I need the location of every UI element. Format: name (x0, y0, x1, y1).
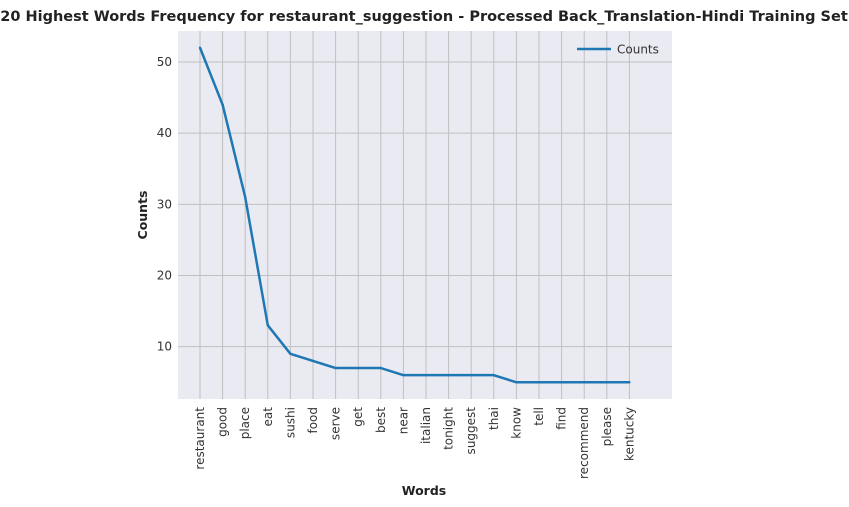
y-tick-label: 50 (157, 55, 172, 69)
data-point (447, 373, 450, 377)
x-tick-label: thai (487, 407, 501, 430)
x-tick-label: food (306, 407, 320, 434)
x-tick-label: kentucky (622, 407, 636, 461)
data-point (198, 46, 202, 49)
x-tick-label: suggest (464, 407, 478, 455)
series-line (198, 47, 630, 384)
data-point (402, 373, 405, 377)
data-point (266, 324, 269, 327)
x-tick-label: tell (532, 407, 546, 426)
x-tick-label: best (374, 407, 388, 433)
data-point (289, 352, 292, 356)
data-point (311, 359, 315, 363)
x-tick-label: tonight (442, 407, 456, 450)
grid (178, 31, 672, 399)
y-axis-ticks: 10 20 30 40 50 (157, 55, 172, 354)
data-point (537, 381, 541, 384)
y-tick-label: 30 (157, 197, 172, 211)
x-tick-label: restaurant (193, 407, 207, 470)
series-layer (198, 46, 631, 384)
x-tick-label: please (600, 407, 614, 446)
x-tick-label: know (509, 407, 523, 439)
data-point (244, 196, 247, 199)
data-point (357, 366, 360, 370)
data-point (515, 381, 518, 384)
x-tick-label: sushi (283, 407, 297, 438)
plot-background (178, 31, 672, 399)
x-tick-label: recommend (577, 407, 591, 479)
data-point (334, 366, 337, 370)
data-point (583, 381, 586, 384)
x-tick-label: get (351, 407, 365, 427)
data-point (424, 373, 428, 377)
legend-label: Counts (617, 43, 659, 57)
x-tick-label: good (216, 407, 230, 437)
data-point (470, 373, 473, 377)
x-tick-label: eat (261, 407, 275, 427)
x-tick-label: find (555, 407, 569, 430)
x-tick-label: place (238, 407, 252, 439)
data-point (560, 381, 563, 384)
chart-title: 20 Highest Words Frequency for restauran… (0, 9, 848, 25)
plot-area (178, 31, 672, 399)
data-point (221, 103, 224, 106)
data-point (605, 381, 608, 384)
x-tick-label: italian (419, 407, 433, 444)
y-tick-label: 10 (157, 340, 172, 354)
x-tick-label: near (396, 407, 410, 434)
x-axis-label: Words (402, 483, 446, 498)
data-point (379, 366, 382, 370)
x-tick-label: serve (329, 407, 343, 440)
data-point (628, 381, 631, 384)
data-point (492, 373, 495, 377)
y-tick-label: 20 (157, 269, 172, 283)
legend: Counts (577, 43, 659, 57)
y-tick-label: 40 (157, 126, 172, 140)
x-axis-ticks: restaurant good place eat sushi food serve get b… (193, 407, 636, 479)
y-axis-label: Counts (135, 191, 150, 240)
